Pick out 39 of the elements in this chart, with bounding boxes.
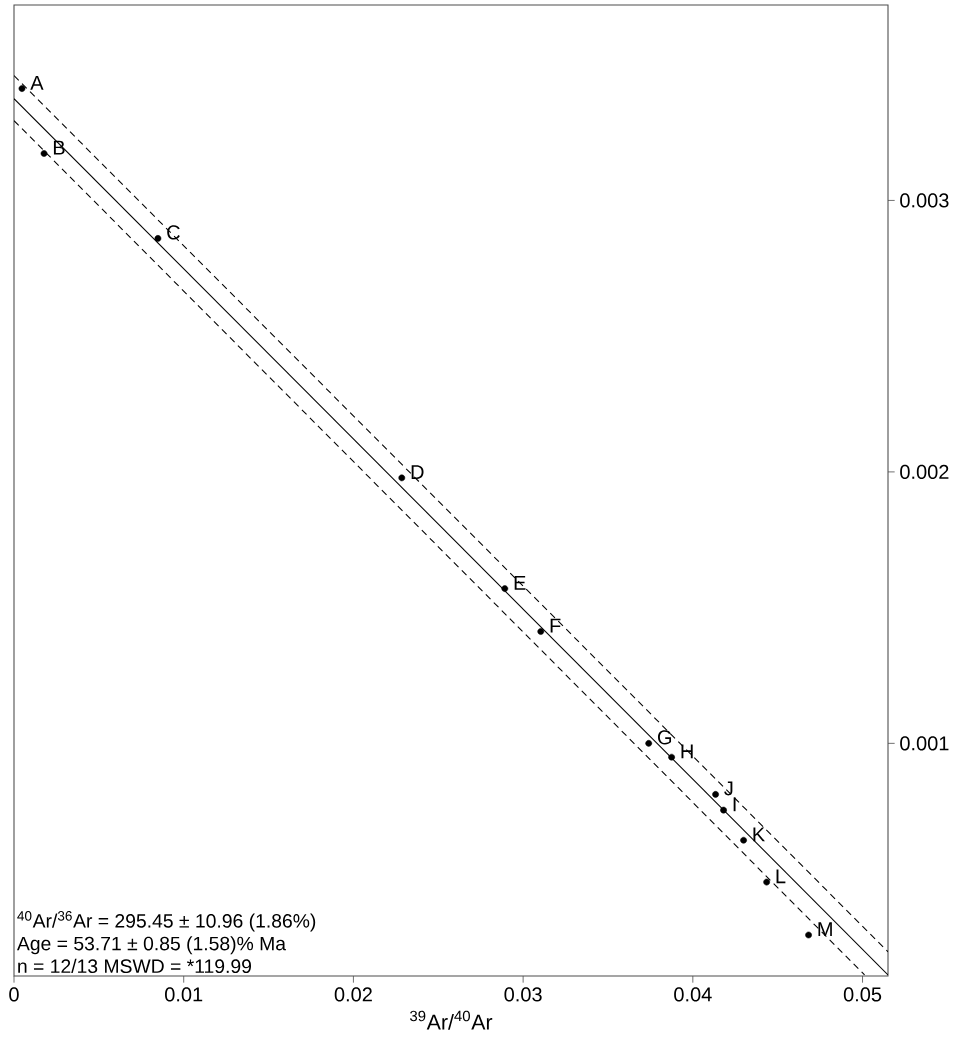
y-tick-label: 0.001: [900, 736, 949, 751]
point: [154, 235, 162, 242]
x-tick-label: 0.02: [334, 987, 372, 1002]
x-tick-label: 0.01: [165, 987, 203, 1002]
annotation: Age = 53.71 ± 0.85 (1.58)% Ma: [16, 936, 286, 955]
annotation: F: [550, 618, 561, 633]
point: [805, 931, 812, 939]
annotation: A: [30, 75, 44, 90]
y-tick-label: 0.002: [900, 464, 949, 479]
x-tick-label: 0.04: [674, 987, 712, 1002]
point: [668, 753, 675, 761]
annotation: J: [724, 781, 733, 796]
point: [763, 878, 770, 886]
annotation: E: [514, 575, 526, 590]
annotation: n = 12/13 MSWD = *119.99: [18, 958, 252, 974]
point: [501, 585, 509, 592]
point: [740, 836, 747, 844]
x-axis-title: $^{39}$Ar/$^{40}$Ar: [409, 1010, 493, 1030]
annotation: M: [818, 922, 832, 937]
point: [720, 806, 727, 814]
annotation: $^{40}$Ar/$^{36}$Ar = 295.45 ± 10.96 (1.86%): [17, 911, 316, 932]
point: [537, 628, 545, 635]
x-tick-label: 0.05: [843, 987, 882, 1002]
annotation: H: [681, 744, 693, 759]
point: [645, 740, 653, 747]
point: [18, 85, 26, 92]
annotation: K: [753, 827, 765, 842]
annotation: C: [167, 225, 180, 240]
annotation: L: [776, 869, 786, 884]
x-tick-label: 0.03: [504, 987, 542, 1002]
point: [712, 791, 719, 798]
y-tick-label: 0.003: [900, 193, 949, 208]
point: [40, 150, 48, 157]
annotation: D: [411, 465, 424, 479]
point: [398, 474, 406, 482]
x-tick-label: 0: [9, 987, 19, 1002]
annotation: G: [657, 730, 672, 745]
annotation: I: [733, 797, 736, 812]
annotation: B: [53, 140, 65, 155]
